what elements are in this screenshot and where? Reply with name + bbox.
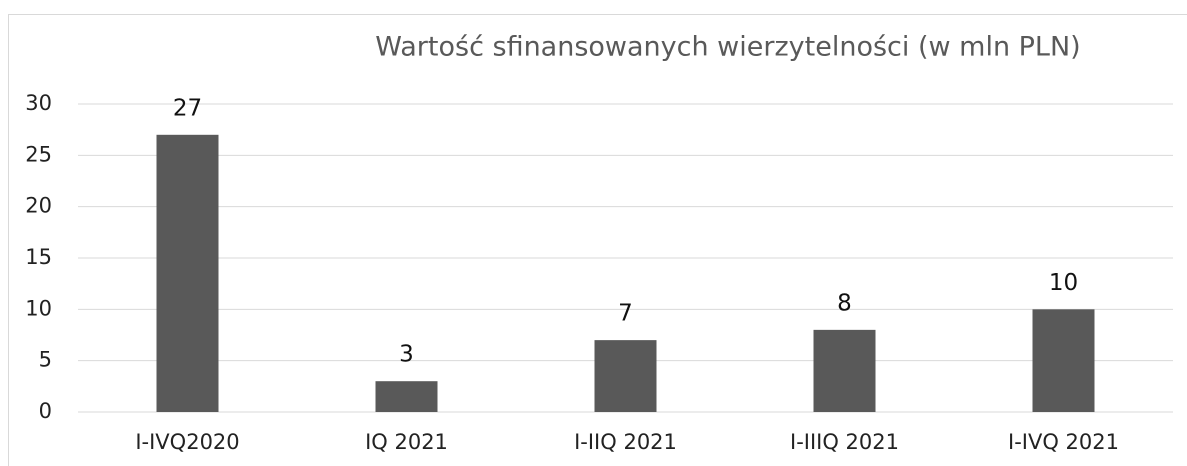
y-tick-label: 30 <box>25 91 52 115</box>
y-tick-label: 20 <box>25 194 52 218</box>
x-tick-label: IQ 2021 <box>365 430 448 454</box>
data-label: 3 <box>399 342 414 368</box>
y-tick-label: 10 <box>25 296 52 320</box>
y-tick-label: 25 <box>25 142 52 166</box>
bar <box>813 329 876 412</box>
data-label: 27 <box>173 95 202 121</box>
bar <box>156 134 219 413</box>
chart-title: Wartość sfinansowanych wierzytelności (w… <box>375 32 1080 63</box>
bar <box>375 381 438 412</box>
x-tick-label: I-IVQ2020 <box>135 430 239 454</box>
x-tick-label: I-IVQ 2021 <box>1008 430 1119 454</box>
bar <box>594 340 657 412</box>
y-tick-label: 0 <box>39 399 52 423</box>
x-tick-label: I-IIIQ 2021 <box>790 430 899 454</box>
data-label: 8 <box>837 290 852 316</box>
data-label: 7 <box>618 301 633 327</box>
bar <box>1032 309 1095 412</box>
y-tick-label: 5 <box>39 348 52 372</box>
data-label: 10 <box>1049 270 1078 296</box>
y-tick-label: 15 <box>25 245 52 269</box>
x-tick-label: I-IIQ 2021 <box>574 430 677 454</box>
